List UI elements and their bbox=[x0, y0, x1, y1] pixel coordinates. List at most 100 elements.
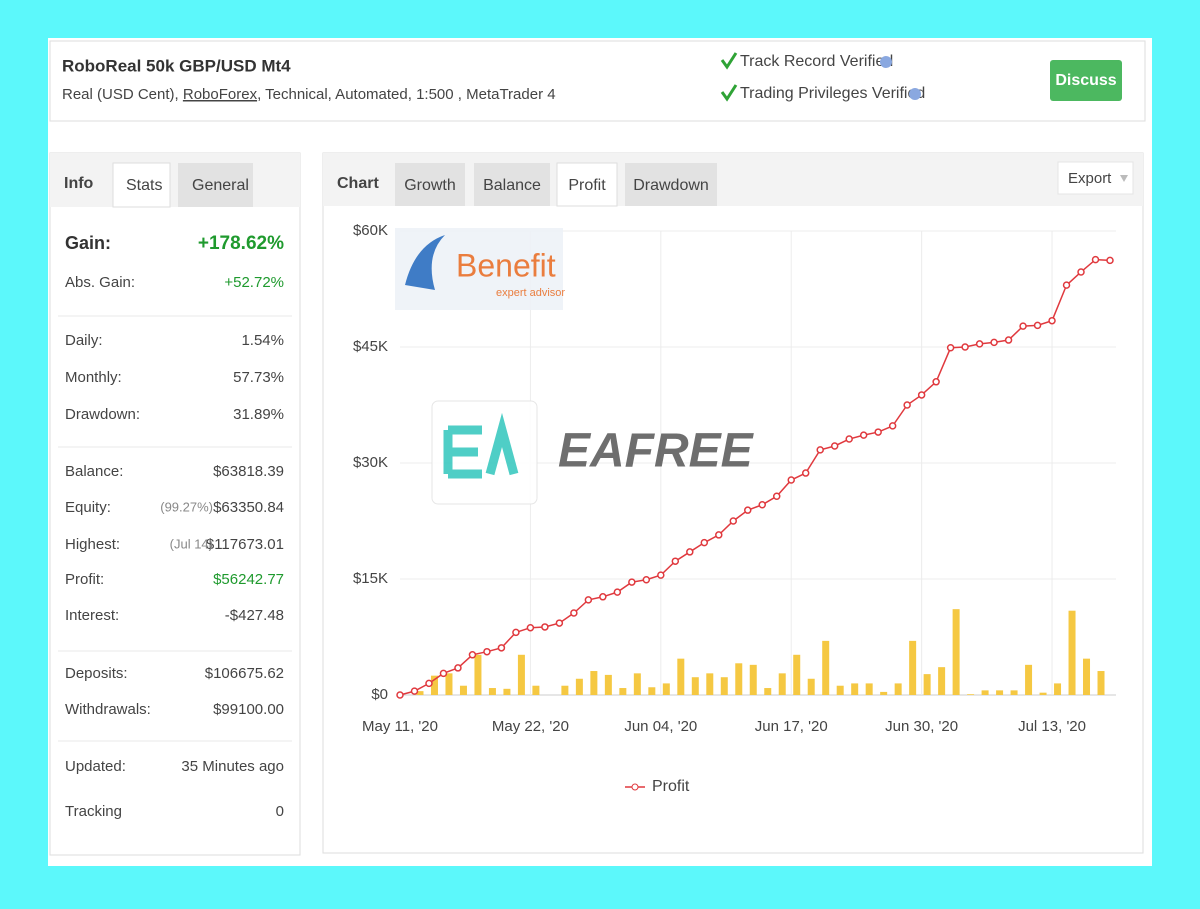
bar bbox=[459, 685, 467, 695]
account-subtitle: Real (USD Cent), RoboForex, Technical, A… bbox=[62, 86, 556, 103]
tab-active[interactable] bbox=[112, 162, 171, 208]
point bbox=[772, 492, 781, 501]
point bbox=[715, 531, 723, 539]
bar bbox=[488, 688, 496, 695]
stat-value: $63350.84 bbox=[213, 499, 284, 516]
chart-tab[interactable]: Growth bbox=[404, 177, 456, 194]
point bbox=[1106, 256, 1114, 265]
tab[interactable] bbox=[625, 163, 717, 206]
stat-value: 57.73% bbox=[233, 369, 284, 386]
stat-label: Balance: bbox=[65, 463, 123, 480]
point bbox=[468, 651, 477, 659]
broker-link[interactable]: RoboForex bbox=[183, 86, 258, 103]
tab[interactable] bbox=[474, 163, 550, 206]
discuss-button[interactable] bbox=[1050, 60, 1122, 101]
info-tabbar bbox=[50, 153, 300, 207]
y-tick-label: $45K bbox=[353, 338, 388, 355]
chart-tab[interactable]: Profit bbox=[568, 177, 606, 194]
info-tab[interactable]: Info bbox=[64, 175, 94, 192]
point bbox=[628, 578, 636, 586]
bar bbox=[1025, 664, 1033, 695]
bar bbox=[517, 654, 525, 695]
subtitle-prefix: Real (USD Cent), bbox=[62, 86, 183, 103]
chart-tab[interactable]: Drawdown bbox=[633, 177, 709, 194]
stat-label: Abs. Gain: bbox=[65, 274, 135, 291]
bar bbox=[981, 690, 989, 695]
stat-value: $56242.77 bbox=[213, 571, 284, 588]
bar bbox=[604, 674, 612, 695]
point bbox=[526, 623, 535, 632]
check-icon bbox=[720, 84, 738, 102]
point bbox=[1033, 321, 1042, 330]
bar bbox=[836, 685, 844, 695]
stat-value: $99100.00 bbox=[213, 701, 284, 718]
bar bbox=[619, 688, 627, 695]
discuss-label: Discuss bbox=[1055, 72, 1116, 89]
point bbox=[541, 623, 549, 631]
bar bbox=[793, 654, 801, 695]
x-tick-label: Jun 04, '20 bbox=[624, 718, 697, 735]
info-tab[interactable]: Stats bbox=[126, 177, 162, 194]
point bbox=[758, 501, 766, 509]
info-tab[interactable]: General bbox=[192, 177, 249, 194]
tab[interactable] bbox=[178, 163, 253, 207]
point bbox=[990, 338, 998, 347]
point bbox=[700, 538, 709, 547]
bar bbox=[1097, 671, 1105, 695]
tab-active[interactable] bbox=[556, 162, 618, 207]
point bbox=[787, 476, 795, 484]
bar bbox=[706, 673, 714, 695]
y-tick-label: $15K bbox=[353, 570, 388, 587]
bar bbox=[952, 609, 960, 695]
bar bbox=[561, 685, 569, 695]
chart-tab[interactable]: Chart bbox=[337, 175, 379, 192]
bar bbox=[822, 640, 830, 695]
bar bbox=[648, 687, 656, 695]
help-icon[interactable] bbox=[909, 88, 921, 100]
point bbox=[1077, 268, 1085, 276]
legend-marker bbox=[631, 783, 639, 791]
bar bbox=[633, 673, 641, 695]
stat-label: Deposits: bbox=[65, 665, 128, 682]
x-tick-label: Jul 13, '20 bbox=[1018, 718, 1086, 735]
bar bbox=[851, 683, 859, 695]
bar bbox=[880, 691, 888, 695]
tab[interactable] bbox=[395, 163, 465, 206]
stat-label: Profit: bbox=[65, 571, 104, 588]
point bbox=[512, 628, 520, 637]
bar bbox=[416, 691, 424, 695]
stat-value: +178.62% bbox=[198, 233, 284, 254]
export-button[interactable] bbox=[1057, 161, 1134, 195]
point bbox=[903, 401, 911, 409]
legend-label: Profit bbox=[652, 778, 690, 795]
bar bbox=[778, 673, 786, 695]
point bbox=[671, 557, 680, 565]
watermark-text: Benefit bbox=[456, 247, 556, 283]
y-tick-label: $60K bbox=[353, 222, 388, 239]
point bbox=[613, 588, 622, 596]
point bbox=[1004, 336, 1013, 344]
point bbox=[1019, 322, 1027, 330]
help-icon[interactable] bbox=[880, 56, 892, 68]
check-icon bbox=[720, 52, 738, 70]
point bbox=[917, 391, 926, 399]
stat-value: 0 bbox=[276, 803, 284, 820]
point bbox=[425, 679, 433, 688]
verified-label: Track Record Verified bbox=[740, 53, 893, 70]
stat-label: Daily: bbox=[65, 332, 103, 349]
watermarks: Benefit expert advisor EAFREE bbox=[395, 228, 755, 505]
point bbox=[1091, 255, 1100, 264]
account-title: RoboReal 50k GBP/USD Mt4 bbox=[62, 56, 291, 75]
chart-tab[interactable]: Balance bbox=[483, 177, 541, 194]
point bbox=[570, 609, 578, 617]
bar bbox=[677, 658, 685, 695]
ea-logo-mark bbox=[443, 412, 519, 479]
bar bbox=[474, 654, 482, 695]
point bbox=[729, 517, 738, 525]
stat-value: $63818.39 bbox=[213, 463, 284, 480]
bar bbox=[938, 667, 946, 695]
stat-label: Tracking bbox=[65, 803, 122, 820]
point bbox=[1048, 316, 1056, 325]
bar bbox=[590, 671, 598, 695]
stat-value: 31.89% bbox=[233, 406, 284, 423]
